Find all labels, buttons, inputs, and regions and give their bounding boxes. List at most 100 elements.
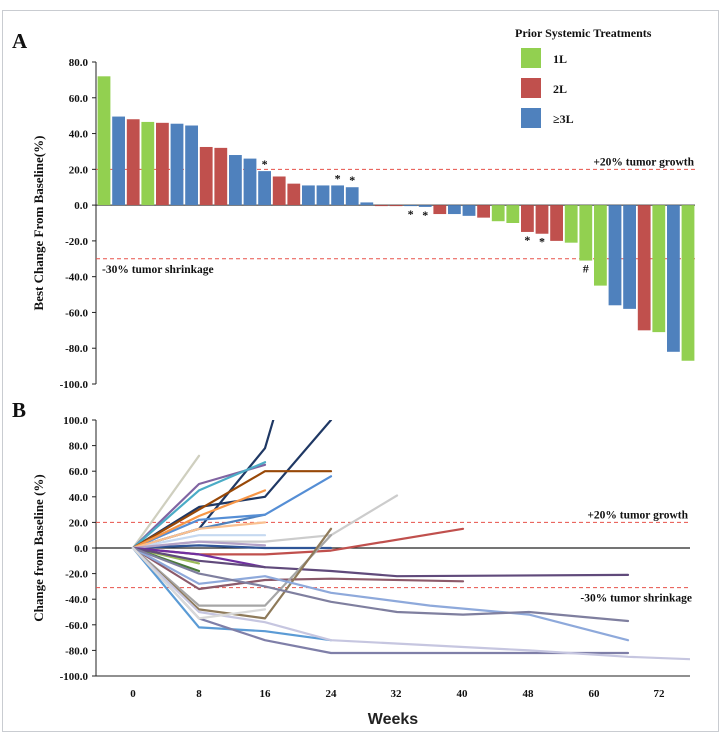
legend-swatch-3Lplus (521, 108, 541, 128)
bar (462, 205, 476, 216)
bar (491, 205, 505, 222)
panel-a-y-tick-label: -40.0 (65, 272, 88, 284)
legend-label-1L: 1L (553, 52, 567, 66)
panel-b-x-tick-label: 72 (654, 688, 666, 700)
panel-b-x-tick-label: 24 (326, 688, 338, 700)
panel-b-y-tick-label: -80.0 (65, 645, 88, 657)
legend-title: Prior Systemic Treatments (515, 26, 652, 40)
bar (448, 205, 461, 215)
bar (652, 205, 666, 333)
panel-a-y-tick-label: 80.0 (69, 57, 89, 69)
panel-b-y-tick-label: -20.0 (65, 569, 88, 581)
panel-b-y-tick-label: -100.0 (60, 671, 89, 683)
bar (287, 183, 301, 206)
panel-b-x-tick-label: 8 (196, 688, 202, 700)
panel-b-x-tick-label: 60 (589, 688, 601, 700)
panel-b-x-tick-label: 40 (457, 688, 469, 700)
series-line-s11 (131, 521, 267, 550)
bar (579, 205, 593, 261)
series-line-s21 (131, 534, 333, 607)
series-line-s26 (131, 546, 630, 655)
panel-a-y-tick-label: 60.0 (69, 93, 89, 105)
series-line-s14 (131, 544, 333, 550)
panel-b-y-axis-title: Change from Baseline (%) (31, 474, 46, 621)
bar (594, 205, 607, 286)
panel-b-x-tick-label: 32 (391, 688, 403, 700)
bar (637, 205, 651, 331)
bar (506, 205, 520, 223)
bar-hash-marker: # (583, 262, 589, 276)
panel-b-x-axis-title: Weeks (368, 711, 419, 728)
panel-letter-a: A (12, 29, 28, 53)
panel-b-y-tick-label: 20.0 (69, 517, 89, 529)
bar (170, 123, 184, 206)
bar (477, 205, 490, 218)
bar (418, 205, 432, 207)
panel-a-reference-label: -30% tumor shrinkage (102, 264, 214, 276)
panel-a-y-tick-label: 0.0 (74, 200, 88, 212)
panel-b-reference-label: -30% tumor shrinkage (580, 593, 692, 605)
panel-b-y-tick-label: 80.0 (69, 441, 89, 453)
bar (521, 205, 534, 232)
panel-b-y-tick-label: -40.0 (65, 594, 88, 606)
panel-a-y-axis-title: Best Change From Baseline(%) (31, 136, 46, 311)
bar (681, 205, 695, 361)
bar (375, 205, 388, 207)
series-line-s1 (131, 454, 201, 550)
figure-frame (2, 10, 719, 732)
panel-a-y-tick-label: -100.0 (60, 379, 89, 391)
series-line-s28 (131, 546, 267, 620)
bar (272, 176, 286, 206)
panel-a-y-tick-label: 20.0 (69, 164, 89, 176)
bar (389, 205, 403, 207)
bar (608, 205, 622, 306)
bar-asterisk-marker: * (539, 235, 545, 249)
series-line-s6 (131, 470, 333, 550)
series-line-s20 (131, 546, 465, 591)
panel-b-y-tick-label: 60.0 (69, 466, 89, 478)
series-line-s23 (131, 546, 630, 642)
bar (623, 205, 636, 309)
bar (243, 158, 257, 206)
bar-asterisk-marker: * (408, 207, 414, 221)
bar-asterisk-marker: * (524, 233, 530, 247)
legend-label-2L: 2L (553, 82, 567, 96)
bar-asterisk-marker: * (335, 171, 341, 185)
bar (404, 205, 417, 207)
panel-a-reference-label: +20% tumor growth (593, 156, 694, 168)
bar (185, 125, 198, 206)
bar-asterisk-marker: * (349, 173, 355, 187)
panel-b-reference-label: +20% tumor growth (587, 509, 688, 521)
series-line-s16 (131, 546, 267, 569)
bar (564, 205, 578, 243)
bar (258, 171, 271, 206)
bar-asterisk-marker: * (262, 157, 268, 171)
panel-a-y-tick-label: 40.0 (69, 129, 89, 141)
series-line-s5 (131, 461, 267, 550)
panel-b-y-tick-label: 0.0 (74, 543, 88, 555)
bar (302, 185, 315, 206)
panel-b-y-tick-label: 100.0 (63, 415, 88, 427)
series-line-s24 (131, 546, 630, 623)
bar (535, 205, 549, 234)
bar (156, 122, 169, 206)
series-line-s27 (131, 546, 690, 661)
series-line-s9 (131, 489, 267, 550)
panel-b-x-tick-label: 16 (260, 688, 272, 700)
legend-swatch-2L (521, 78, 541, 98)
bar (97, 76, 111, 206)
panel-a-y-tick-label: -80.0 (65, 343, 88, 355)
bar (360, 202, 374, 206)
bar (345, 187, 359, 206)
bar (126, 119, 140, 206)
series-line-s3 (131, 420, 333, 550)
bar (214, 147, 228, 206)
panel-b-y-tick-label: -60.0 (65, 620, 88, 632)
series-line-s15 (131, 540, 267, 550)
panel-b-x-tick-label: 0 (130, 688, 136, 700)
bar (229, 155, 242, 206)
series-line-s19 (131, 546, 630, 578)
legend-swatch-1L (521, 48, 541, 68)
panel-b-x-tick-label: 48 (523, 688, 535, 700)
